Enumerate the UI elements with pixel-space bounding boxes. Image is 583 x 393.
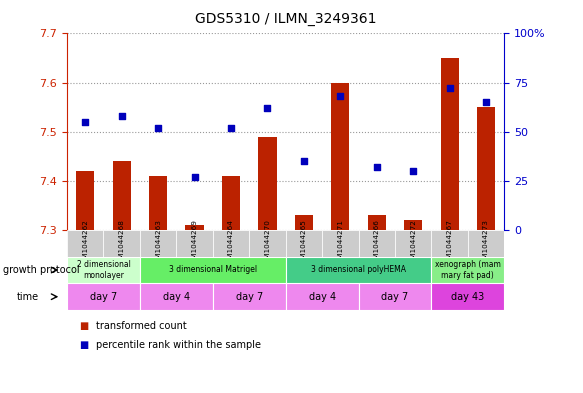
Text: time: time — [16, 292, 38, 302]
Bar — [477, 107, 495, 230]
Text: day 4: day 4 — [308, 292, 336, 302]
Bar — [295, 215, 313, 230]
Text: day 4: day 4 — [163, 292, 190, 302]
Point — [80, 119, 90, 125]
Text: GSM1044265: GSM1044265 — [301, 219, 307, 268]
Text: GSM1044267: GSM1044267 — [447, 219, 452, 268]
Point — [226, 125, 236, 131]
Text: day 43: day 43 — [451, 292, 484, 302]
Text: GSM1044272: GSM1044272 — [410, 219, 416, 268]
Bar — [67, 283, 140, 310]
Text: GSM1044270: GSM1044270 — [265, 219, 271, 268]
Bar — [149, 176, 167, 230]
Bar — [359, 283, 431, 310]
Bar — [140, 230, 177, 257]
Text: GSM1044264: GSM1044264 — [228, 219, 234, 268]
Text: GSM1044269: GSM1044269 — [192, 219, 198, 268]
Bar — [286, 283, 359, 310]
Bar — [140, 257, 286, 283]
Text: GSM1044271: GSM1044271 — [338, 219, 343, 268]
Bar — [286, 257, 431, 283]
Text: GDS5310 / ILMN_3249361: GDS5310 / ILMN_3249361 — [195, 12, 377, 26]
Point — [336, 93, 345, 99]
Bar — [431, 257, 504, 283]
Bar — [441, 58, 459, 230]
Bar — [250, 230, 286, 257]
Bar — [67, 230, 104, 257]
Text: day 7: day 7 — [90, 292, 117, 302]
Bar — [185, 225, 203, 230]
Bar — [113, 161, 131, 230]
Text: GSM1044262: GSM1044262 — [82, 219, 88, 268]
Bar — [468, 230, 504, 257]
Text: GSM1044268: GSM1044268 — [119, 219, 125, 268]
Point — [153, 125, 163, 131]
Bar — [331, 83, 349, 230]
Text: ■: ■ — [79, 340, 88, 351]
Point — [299, 158, 308, 164]
Point — [409, 168, 418, 174]
Bar — [213, 283, 286, 310]
Text: growth protocol: growth protocol — [3, 265, 79, 275]
Text: day 7: day 7 — [381, 292, 409, 302]
Point — [372, 164, 381, 170]
Text: percentile rank within the sample: percentile rank within the sample — [96, 340, 261, 351]
Bar — [76, 171, 94, 230]
Text: 2 dimensional
monolayer: 2 dimensional monolayer — [76, 260, 131, 280]
Bar — [322, 230, 359, 257]
Bar — [258, 137, 276, 230]
Point — [482, 99, 491, 105]
Bar — [431, 230, 468, 257]
Bar — [359, 230, 395, 257]
Bar — [431, 283, 504, 310]
Point — [117, 113, 127, 119]
Bar — [177, 230, 213, 257]
Point — [445, 85, 454, 92]
Bar — [222, 176, 240, 230]
Bar — [286, 230, 322, 257]
Bar — [140, 283, 213, 310]
Bar — [104, 230, 140, 257]
Bar — [404, 220, 422, 230]
Point — [263, 105, 272, 111]
Bar — [67, 257, 140, 283]
Bar — [368, 215, 386, 230]
Text: ■: ■ — [79, 321, 88, 331]
Point — [190, 174, 199, 180]
Text: GSM1044263: GSM1044263 — [155, 219, 161, 268]
Text: GSM1044266: GSM1044266 — [374, 219, 380, 268]
Text: 3 dimensional polyHEMA: 3 dimensional polyHEMA — [311, 266, 406, 274]
Bar — [213, 230, 250, 257]
Text: day 7: day 7 — [236, 292, 263, 302]
Text: GSM1044273: GSM1044273 — [483, 219, 489, 268]
Text: transformed count: transformed count — [96, 321, 187, 331]
Text: xenograph (mam
mary fat pad): xenograph (mam mary fat pad) — [435, 260, 501, 280]
Text: 3 dimensional Matrigel: 3 dimensional Matrigel — [168, 266, 257, 274]
Bar — [395, 230, 431, 257]
